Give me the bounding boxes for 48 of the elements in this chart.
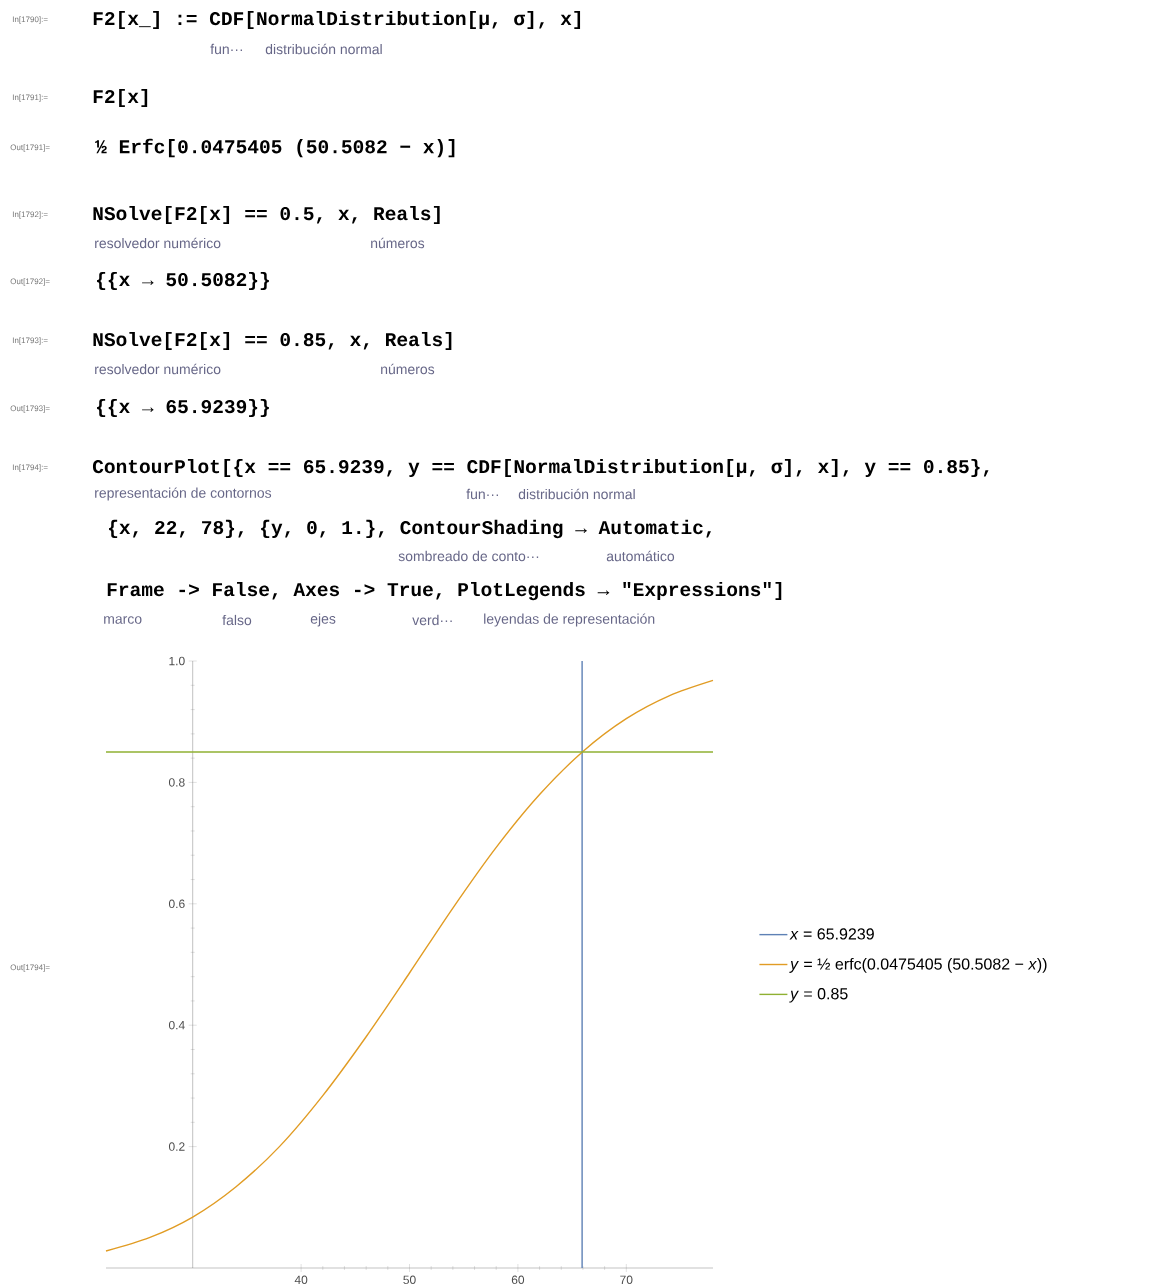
text: distribución normal [518,488,635,500]
text: leyendas de representación [484,613,655,627]
x-tick-label: 40 [294,1275,308,1285]
legend-label: y = ½ erfc(0.0475405 (50.5082 − x)) [789,957,1047,973]
y-tick-label: 0.4 [168,1020,185,1030]
text: números [381,363,435,375]
text: verd··· [412,614,452,626]
text: {{x → 65.9239}} [97,398,269,418]
text: F2[x] [93,88,148,108]
text: distribución normal [265,43,382,55]
x-tick-label: 60 [511,1275,525,1285]
y-tick-label: 0.2 [168,1142,185,1151]
text: fun··· [466,488,498,500]
text: marco [104,616,142,624]
y-tick-label: 0.6 [168,899,185,909]
text: Frame -> False, Axes -> True, PlotLegends → "Expressions"] [107,581,782,601]
y-tick-label: 1.0 [169,656,185,666]
text: {{x → 50.5082}} [97,271,269,291]
text: números [371,237,425,249]
text: ejes [310,613,336,627]
text: Out[1794]= [10,964,50,972]
legend-label: y = 0.85 [789,988,848,1003]
text: {x, 22, 78}, {y, 0, 1.}, ContourShading → Automatic, [109,519,711,539]
text: In[1793]:= [12,337,48,345]
text: In[1792]:= [12,211,48,219]
text: resolvedor numérico [95,237,221,249]
x-tick-label: 70 [620,1275,633,1285]
text: sombreado de conto··· [398,550,539,562]
text: NSolve[F2[x] == 0.85, x, Reals] [93,331,452,351]
text: falso [222,614,252,626]
text: fun··· [210,43,242,55]
text: Out[1792]= [10,278,50,286]
text: resolvedor numérico [95,363,221,375]
text: Out[1791]= [10,144,50,152]
text: automático [606,550,675,562]
text: representación de contornos [95,487,272,501]
text: Out[1793]= [10,405,50,413]
text: ½ Erfc[0.0475405 (50.5082 − x)] [95,138,455,158]
text: NSolve[F2[x] == 0.5, x, Reals] [93,205,440,225]
text: In[1790]:= [12,16,48,24]
line-series [105,679,714,1252]
legend-label: x = 65.9239 [789,928,874,940]
text: ContourPlot[{x == 65.9239, y == CDF[NormalDistribution[μ, σ], x], y == 0.85}, [92,458,989,478]
y-tick-label: 0.8 [168,778,185,787]
text: In[1794]:= [12,464,48,472]
text: In[1791]:= [12,94,48,102]
x-tick-label: 50 [403,1275,416,1285]
text: F2[x_] := CDF[NormalDistribution[μ, σ], x] [93,10,581,30]
